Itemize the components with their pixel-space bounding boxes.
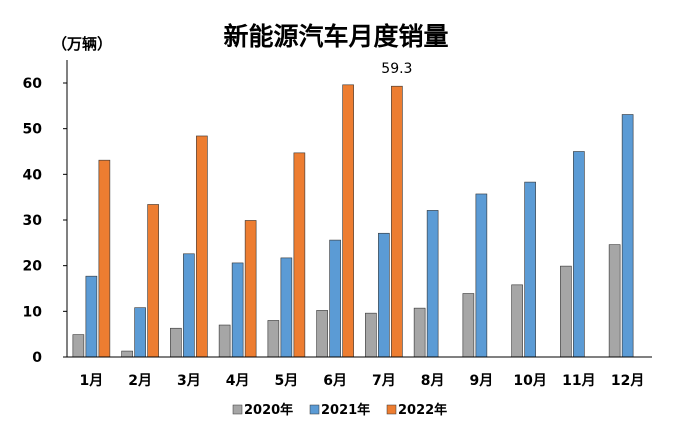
x-category-label: 10月 xyxy=(513,373,546,389)
x-category-label: 7月 xyxy=(372,373,396,389)
y-axis-unit: （万辆） xyxy=(52,35,112,53)
annotations: 59.3 xyxy=(381,61,412,77)
bar-2020年-9月 xyxy=(462,293,475,358)
bar-2020年-7月 xyxy=(365,312,377,358)
bar-2022年-1月 xyxy=(98,159,111,358)
bar-2022年-4月 xyxy=(244,220,257,358)
bar-2021年-5月 xyxy=(280,257,293,358)
bar-2021年-11月 xyxy=(573,151,585,358)
bar-2020年-1月 xyxy=(72,334,85,358)
y-tick-label: 30 xyxy=(23,213,43,229)
legend-label: 2020年 xyxy=(244,402,293,418)
x-category-label: 1月 xyxy=(80,373,104,389)
y-tick-label: 60 xyxy=(23,76,43,92)
bar-2022年-6月 xyxy=(342,84,354,358)
bar-2021年-3月 xyxy=(183,253,195,358)
x-category-label: 11月 xyxy=(562,373,595,389)
legend-swatch xyxy=(386,404,397,415)
bar-2020年-3月 xyxy=(170,327,182,358)
y-tick-label: 20 xyxy=(23,259,43,275)
y-tick-label: 0 xyxy=(32,350,42,366)
legend-label: 2022年 xyxy=(398,402,447,418)
x-category-label: 3月 xyxy=(177,373,201,389)
x-category-label: 4月 xyxy=(226,373,250,389)
data-label: 59.3 xyxy=(381,61,412,77)
x-category-label: 5月 xyxy=(275,373,299,389)
bar-2020年-6月 xyxy=(316,310,328,358)
bar-2021年-6月 xyxy=(329,239,341,358)
y-tick-label: 50 xyxy=(23,122,43,138)
bar-2022年-3月 xyxy=(196,135,208,358)
x-category-label: 12月 xyxy=(611,373,644,389)
x-category-label: 6月 xyxy=(323,373,347,389)
bar-2020年-10月 xyxy=(511,284,523,358)
legend: 2020年 2021年 2022年 xyxy=(232,402,447,418)
bar-2021年-1月 xyxy=(85,275,98,358)
bars xyxy=(72,84,634,358)
chart-title: 新能源汽车月度销量 xyxy=(223,22,448,51)
bar-2020年-8月 xyxy=(413,307,426,358)
bar-2022年-2月 xyxy=(147,204,159,358)
y-tick-label: 10 xyxy=(23,304,43,320)
bar-2021年-12月 xyxy=(621,114,634,358)
legend-label: 2021年 xyxy=(321,402,370,418)
bar-2020年-11月 xyxy=(560,265,572,358)
bar-2021年-10月 xyxy=(524,181,536,358)
bar-2021年-9月 xyxy=(475,193,488,358)
bar-2021年-4月 xyxy=(231,262,244,358)
y-tick-label: 40 xyxy=(23,167,43,183)
legend-swatch xyxy=(309,404,320,415)
y-axis-ticks: 0 10 20 30 40 50 60 xyxy=(23,76,67,366)
bar-2021年-2月 xyxy=(134,307,146,358)
bar-2022年-7月 xyxy=(391,85,403,358)
bar-2021年-7月 xyxy=(378,232,390,358)
bar-2022年-5月 xyxy=(293,152,306,358)
legend-swatch xyxy=(232,404,243,415)
bar-2020年-5月 xyxy=(267,320,280,358)
x-category-label: 9月 xyxy=(470,373,494,389)
bar-2020年-12月 xyxy=(608,244,621,358)
bar-2021年-8月 xyxy=(426,210,439,358)
x-category-label: 2月 xyxy=(128,373,152,389)
x-axis-categories: 1月 2月 3月 4月 5月 6月 7月 8月 9月 10月 11月 12月 xyxy=(80,373,645,389)
bar-2020年-2月 xyxy=(121,350,133,358)
x-category-label: 8月 xyxy=(421,373,445,389)
bar-2020年-4月 xyxy=(218,324,231,358)
